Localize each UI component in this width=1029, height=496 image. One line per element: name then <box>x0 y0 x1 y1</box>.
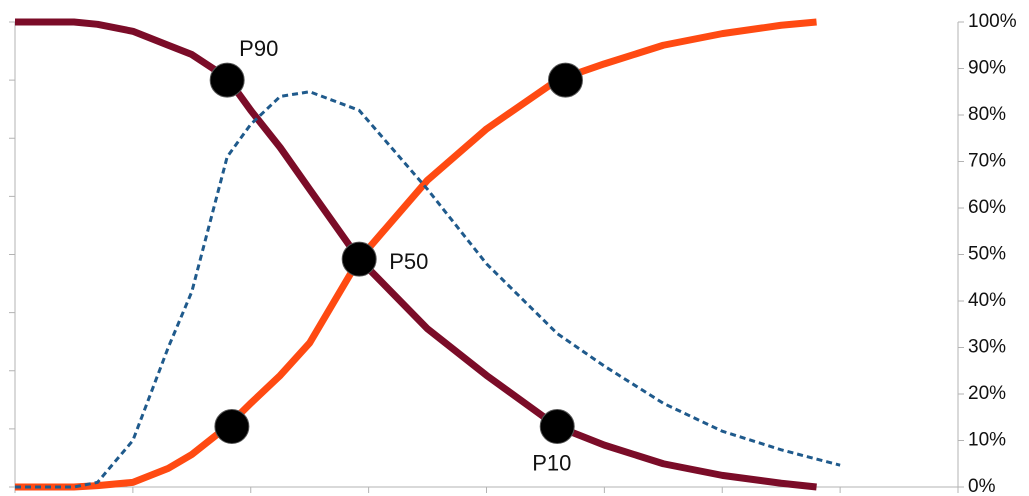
y-tick-label: 90% <box>968 58 1006 79</box>
marker-label: P50 <box>389 249 428 274</box>
y-tick-label: 0% <box>968 476 996 496</box>
marker <box>214 409 250 445</box>
series-line <box>15 90 841 489</box>
y-tick-label: 60% <box>968 197 1006 218</box>
marker <box>539 409 575 445</box>
y-tick-label: 10% <box>968 430 1006 451</box>
series-line <box>15 18 817 491</box>
y-tick-label: 30% <box>968 337 1006 358</box>
marker <box>209 62 245 98</box>
marker <box>341 241 377 277</box>
y-tick-label: 40% <box>968 290 1006 311</box>
y-tick-label: 80% <box>968 104 1006 125</box>
marker <box>547 62 583 98</box>
marker-label: P90 <box>239 36 278 61</box>
y-tick-label: 70% <box>968 151 1006 172</box>
y-tick-label: 50% <box>968 244 1006 265</box>
series-line <box>15 18 817 491</box>
marker-label: P10 <box>532 450 571 475</box>
y-tick-label: 100% <box>968 11 1017 32</box>
y-tick-label: 20% <box>968 383 1006 404</box>
